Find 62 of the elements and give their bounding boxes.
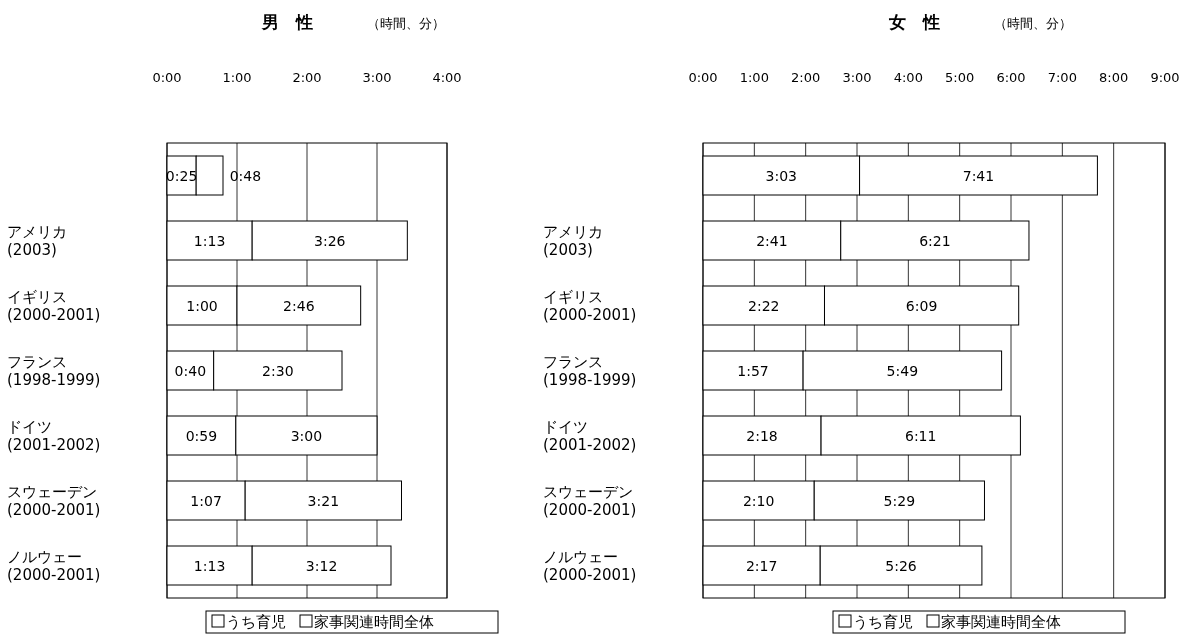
data-label: 2:18 xyxy=(746,427,778,444)
legend-label: 家事関連時間全体 xyxy=(314,613,434,631)
legend-label: 家事関連時間全体 xyxy=(941,613,1061,631)
x-tick-label: 7:00 xyxy=(1047,70,1077,85)
x-tick-label: 3:00 xyxy=(362,70,392,85)
data-label: 1:07 xyxy=(190,492,222,509)
x-tick-label: 1:00 xyxy=(739,70,769,85)
y-tick-label: アメリカ (2003) xyxy=(543,222,603,259)
x-tick-label: 0:00 xyxy=(152,70,182,85)
total-label: 6:09 xyxy=(905,297,938,314)
total-label: 3:26 xyxy=(314,232,346,249)
total-label: 2:30 xyxy=(262,362,294,379)
x-tick-label: 1:00 xyxy=(222,70,252,85)
chart-title: 女 性 xyxy=(887,12,940,32)
x-tick-label: 3:00 xyxy=(842,70,872,85)
y-tick-label: アメリカ (2003) xyxy=(7,222,67,259)
total-label: 6:11 xyxy=(905,427,937,444)
x-tick-label: 4:00 xyxy=(893,70,923,85)
chart-title: 男 性 xyxy=(260,12,313,32)
y-tick-label: ノルウェー (2000-2001) xyxy=(7,547,101,584)
y-tick-label: ノルウェー (2000-2001) xyxy=(543,547,637,584)
total-label: 5:49 xyxy=(886,362,919,379)
data-label: 1:13 xyxy=(193,232,226,249)
data-label: 0:59 xyxy=(185,427,218,444)
x-tick-label: 8:00 xyxy=(1099,70,1129,85)
total-label: 2:46 xyxy=(283,297,315,314)
x-tick-label: 4:00 xyxy=(432,70,462,85)
data-label: 3:03 xyxy=(765,167,798,184)
y-tick-label: スウェーデン (2000-2001) xyxy=(7,482,101,519)
data-label: 1:00 xyxy=(186,297,218,314)
data-label: 2:17 xyxy=(745,557,778,574)
total-label: 3:00 xyxy=(290,427,323,444)
total-label: 3:12 xyxy=(305,557,338,574)
total-label: 3:21 xyxy=(307,492,340,509)
data-label: 1:13 xyxy=(193,557,226,574)
y-tick-label: イギリス (2000-2001) xyxy=(543,287,637,324)
legend-label: うち育児 xyxy=(226,613,286,631)
y-tick-label: イギリス (2000-2001) xyxy=(7,287,101,324)
legend-label: うち育児 xyxy=(853,613,913,631)
y-tick-label: スウェーデン (2000-2001) xyxy=(543,482,637,519)
y-tick-label: ドイツ (2001-2002) xyxy=(543,417,637,454)
x-tick-label: 2:00 xyxy=(791,70,821,85)
y-tick-label: フランス (1998-1999) xyxy=(7,352,101,389)
data-label: 0:40 xyxy=(174,362,207,379)
x-tick-label: 2:00 xyxy=(292,70,322,85)
data-label: 2:41 xyxy=(756,232,788,249)
chart-subtitle: （時間、分） xyxy=(994,16,1072,31)
data-label: 1:57 xyxy=(737,362,769,379)
x-tick-label: 9:00 xyxy=(1150,70,1180,85)
total-label: 6:21 xyxy=(919,232,951,249)
x-tick-label: 6:00 xyxy=(996,70,1026,85)
chart-subtitle: （時間、分） xyxy=(367,16,445,31)
total-label: 5:29 xyxy=(883,492,916,509)
data-label: 2:10 xyxy=(742,492,775,509)
total-label: 0:48 xyxy=(229,167,262,184)
data-label: 2:22 xyxy=(748,297,780,314)
y-tick-label: フランス (1998-1999) xyxy=(543,352,637,389)
total-label: 5:26 xyxy=(885,557,917,574)
y-tick-label: ドイツ (2001-2002) xyxy=(7,417,101,454)
total-label: 7:41 xyxy=(962,167,995,184)
x-tick-label: 0:00 xyxy=(688,70,718,85)
x-tick-label: 5:00 xyxy=(945,70,975,85)
